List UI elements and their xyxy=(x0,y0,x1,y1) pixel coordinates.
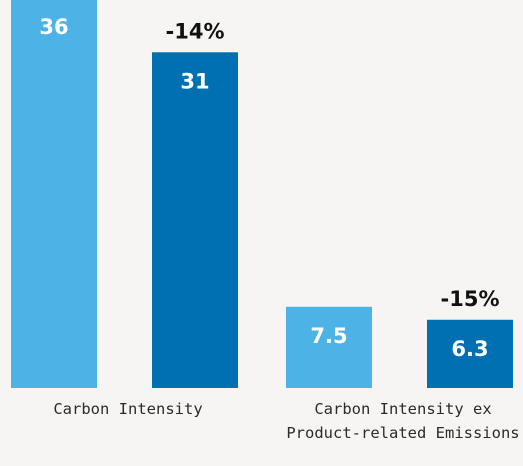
bar-group-1-series-2 xyxy=(152,52,238,389)
bar-group-2-series-2 xyxy=(427,319,513,388)
change-percent-label: -14% xyxy=(166,19,225,43)
bar-group-2-series-1 xyxy=(286,306,372,388)
category-label: Carbon Intensity ex xyxy=(314,400,491,418)
change-percent-label: -15% xyxy=(441,287,500,311)
category-label: Product-related Emissions xyxy=(286,424,519,442)
bars-layer xyxy=(11,0,513,389)
bar-value-label: 31 xyxy=(180,69,209,93)
bar-group-1-series-1 xyxy=(11,0,97,389)
labels-layer: 36 31 -14% Carbon Intensity 7.5 6.3 -15% Carbon… xyxy=(39,15,519,442)
bar-value-label: 7.5 xyxy=(310,324,347,348)
category-label: Carbon Intensity xyxy=(53,400,202,418)
bar-value-label: 36 xyxy=(39,15,68,39)
bar-value-label: 6.3 xyxy=(451,337,488,361)
